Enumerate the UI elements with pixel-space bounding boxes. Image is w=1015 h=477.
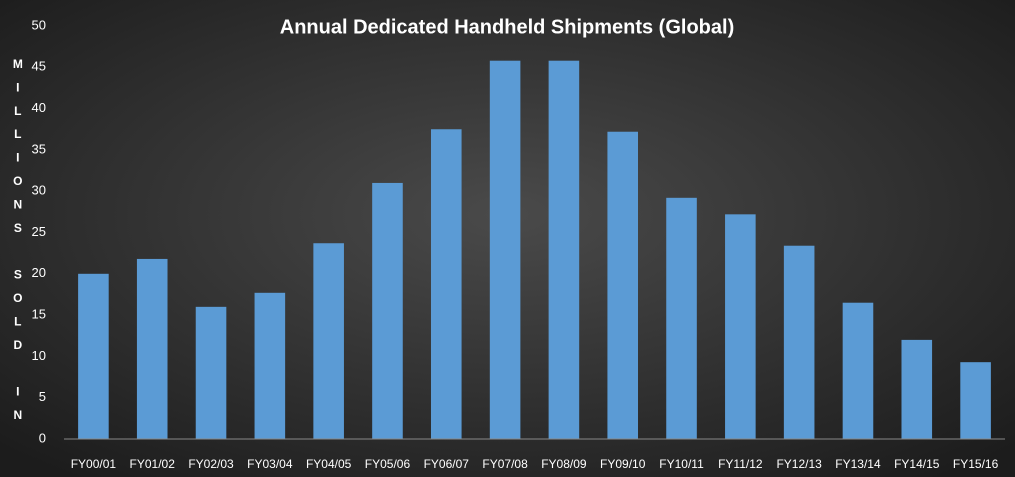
- y-tick-label: 35: [32, 141, 46, 156]
- y-tick-label: 0: [39, 430, 46, 445]
- x-tick-label: FY12/13: [776, 457, 822, 471]
- y-tick-label: 15: [32, 307, 46, 322]
- bar: [430, 129, 462, 439]
- bar: [607, 131, 639, 439]
- x-tick-label: FY07/08: [482, 457, 528, 471]
- x-tick-label: FY02/03: [188, 457, 234, 471]
- bar: [725, 214, 756, 439]
- y-tick-label: 5: [39, 389, 46, 404]
- y-tick-label: 25: [32, 224, 46, 239]
- y-tick-label: 45: [32, 59, 46, 74]
- y-tick-label: 10: [32, 348, 46, 363]
- bar: [842, 302, 874, 439]
- bar: [372, 182, 403, 439]
- x-tick-label: FY06/07: [424, 457, 470, 471]
- x-tick-label: FY05/06: [365, 457, 411, 471]
- x-tick-label: FY15/16: [953, 457, 999, 471]
- y-axis-label: MILLIONS SOLD IN: [11, 57, 25, 431]
- bar: [313, 243, 344, 439]
- x-tick-label: FY11/12: [718, 457, 763, 471]
- bar: [960, 362, 991, 439]
- bar: [666, 197, 697, 439]
- bar: [195, 306, 227, 439]
- x-tick-label: FY13/14: [835, 457, 881, 471]
- x-tick-label: FY03/04: [247, 457, 293, 471]
- bar: [78, 273, 109, 439]
- bar: [548, 60, 580, 439]
- x-tick-label: FY08/09: [541, 457, 587, 471]
- x-tick-label: FY00/01: [71, 457, 117, 471]
- x-tick-label: FY14/15: [894, 457, 940, 471]
- y-tick-label: 30: [32, 183, 46, 198]
- x-tick-label: FY04/05: [306, 457, 352, 471]
- bar: [783, 245, 815, 439]
- x-tick-label: FY01/02: [130, 457, 176, 471]
- x-tick-label: FY09/10: [600, 457, 646, 471]
- chart-title: Annual Dedicated Handheld Shipments (Glo…: [280, 16, 734, 38]
- bar: [254, 292, 286, 439]
- y-tick-label: 20: [32, 265, 46, 280]
- bar: [489, 60, 521, 439]
- y-tick-label: 40: [32, 100, 46, 115]
- bar: [136, 258, 168, 439]
- bar: [901, 339, 933, 439]
- y-tick-label: 50: [32, 17, 46, 32]
- x-tick-label: FY10/11: [659, 457, 704, 471]
